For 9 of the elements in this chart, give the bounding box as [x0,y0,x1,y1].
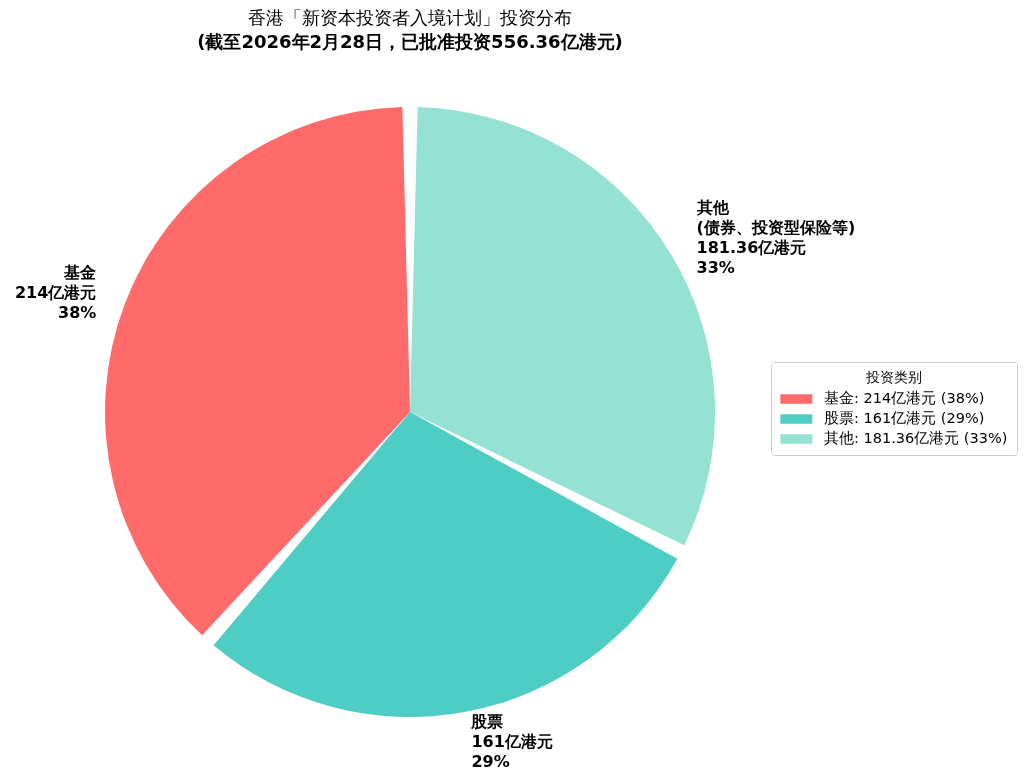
data-label: 其他 (债券、投资型保险等) 181.36亿港元 33% [695,197,856,277]
legend-label: 其他: 181.36亿港元 (33%) [824,430,1008,446]
legend-title: 投资类别 [865,369,922,385]
chart-title: 香港「新资本投资者入境计划」投资分布 [248,7,572,28]
legend-label: 股票: 161亿港元 (29%) [824,410,985,426]
data-label: 基金 214亿港元 38% [14,263,97,323]
chart-subtitle: (截至2026年2月28日，已批准投资556.36亿港元) [197,31,623,52]
data-label: 股票 161亿港元 29% [470,711,553,771]
legend-label: 基金: 214亿港元 (38%) [824,390,985,406]
